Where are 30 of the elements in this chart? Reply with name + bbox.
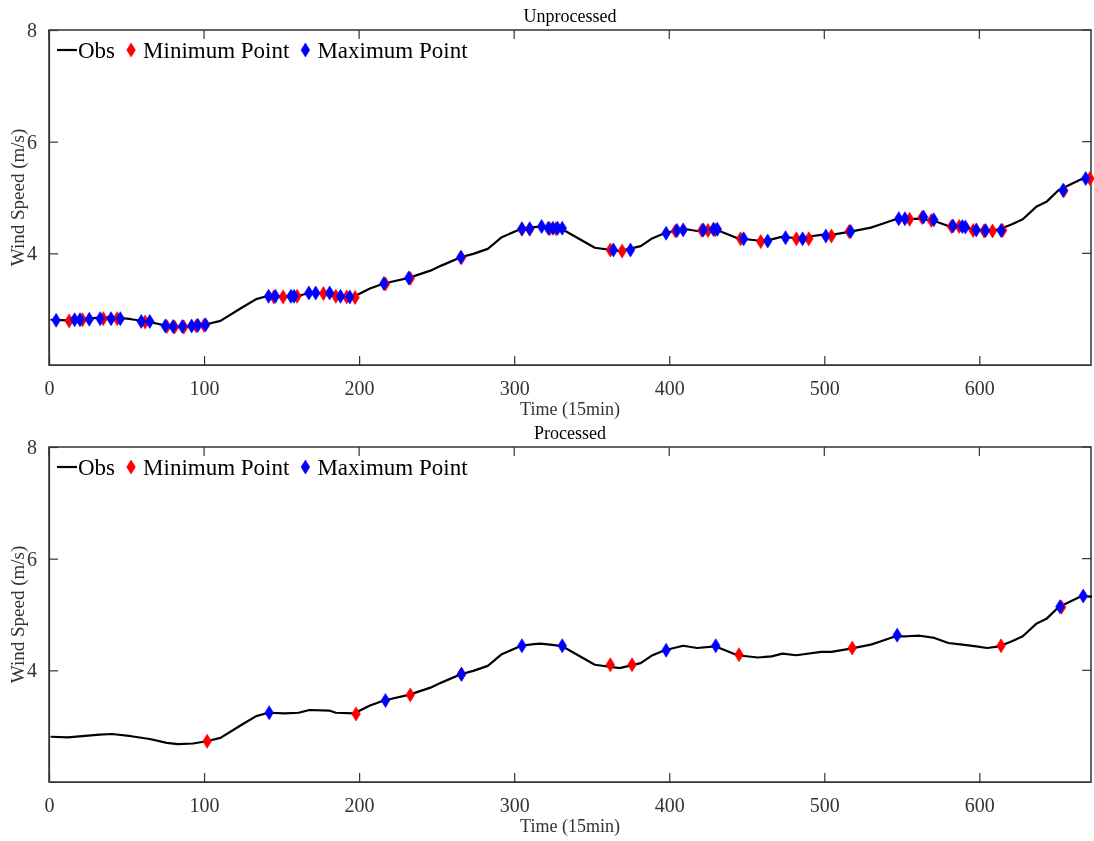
y-tick-label: 4: [27, 242, 37, 265]
x-tick-label: 300: [499, 794, 530, 817]
chart-title: Processed: [534, 423, 606, 443]
x-tick-label: 400: [654, 377, 685, 400]
x-tick-label: 500: [809, 794, 840, 817]
x-tick-label: 100: [189, 794, 220, 817]
y-tick-label: 4: [27, 659, 37, 682]
y-tick-label: 6: [27, 130, 37, 153]
x-axis-title: Time (15min): [520, 399, 620, 420]
x-tick-label: 400: [654, 794, 685, 817]
x-axis-title: Time (15min): [520, 816, 620, 837]
x-tick-label: 500: [809, 377, 840, 400]
chart-title: Unprocessed: [523, 6, 617, 26]
legend-label: Maximum Point: [317, 455, 469, 480]
x-tick-label: 100: [189, 377, 220, 400]
x-tick-label: 0: [44, 794, 55, 817]
x-tick-label: 200: [344, 377, 375, 400]
legend-label: Maximum Point: [317, 38, 469, 63]
x-tick-label: 600: [964, 794, 995, 817]
x-tick-label: 0: [44, 377, 55, 400]
legend-label: Minimum Point: [143, 38, 291, 63]
legend-label: Obs: [78, 38, 116, 63]
x-tick-label: 300: [499, 377, 530, 400]
x-tick-label: 600: [964, 377, 995, 400]
y-tick-label: 6: [27, 547, 37, 570]
x-tick-label: 200: [344, 794, 375, 817]
legend-label: Obs: [78, 455, 116, 480]
legend-label: Minimum Point: [143, 455, 291, 480]
y-tick-label: 8: [27, 18, 37, 41]
y-tick-label: 8: [27, 435, 37, 458]
